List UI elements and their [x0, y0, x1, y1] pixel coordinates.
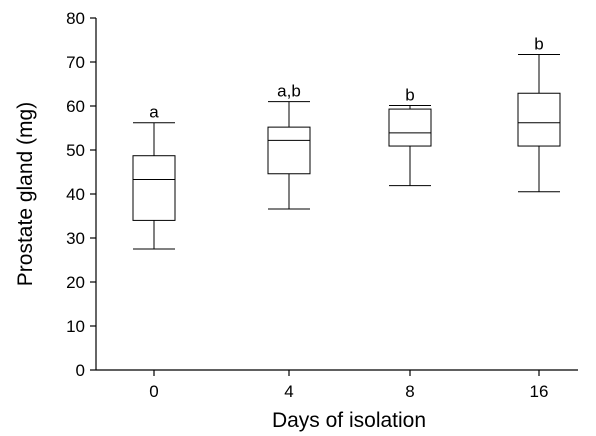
y-tick-label: 60: [66, 97, 85, 116]
y-tick-label: 40: [66, 185, 85, 204]
significance-label: a,b: [277, 82, 301, 101]
y-tick-label: 30: [66, 229, 85, 248]
significance-label: a: [149, 103, 159, 122]
interquartile-box: [517, 92, 561, 147]
y-tick-label: 20: [66, 273, 85, 292]
x-tick-label: 0: [149, 382, 158, 401]
x-tick-label: 16: [530, 382, 549, 401]
interquartile-box: [388, 108, 432, 147]
interquartile-box: [267, 126, 311, 175]
y-tick-label: 0: [76, 361, 85, 380]
box-group: b: [388, 86, 432, 187]
box-group: b: [517, 35, 561, 193]
y-axis: 0 10 20 30 40 50 60 70 80: [66, 9, 97, 380]
y-axis-title: Prostate gland (mg): [14, 102, 37, 286]
significance-label: b: [534, 35, 543, 54]
significance-label: b: [405, 86, 414, 105]
y-tick-label: 10: [66, 317, 85, 336]
y-tick-label: 70: [66, 53, 85, 72]
y-tick-label: 50: [66, 141, 85, 160]
interquartile-box: [132, 155, 176, 221]
x-axis: 0 4 8 16: [96, 369, 578, 401]
y-tick-label: 80: [66, 9, 85, 28]
x-tick-label: 4: [284, 382, 293, 401]
box-group: a: [132, 103, 176, 250]
boxes: a a,b b b: [132, 35, 561, 250]
x-tick-label: 8: [405, 382, 414, 401]
box-group: a,b: [267, 82, 311, 210]
x-axis-title: Days of isolation: [272, 409, 426, 432]
